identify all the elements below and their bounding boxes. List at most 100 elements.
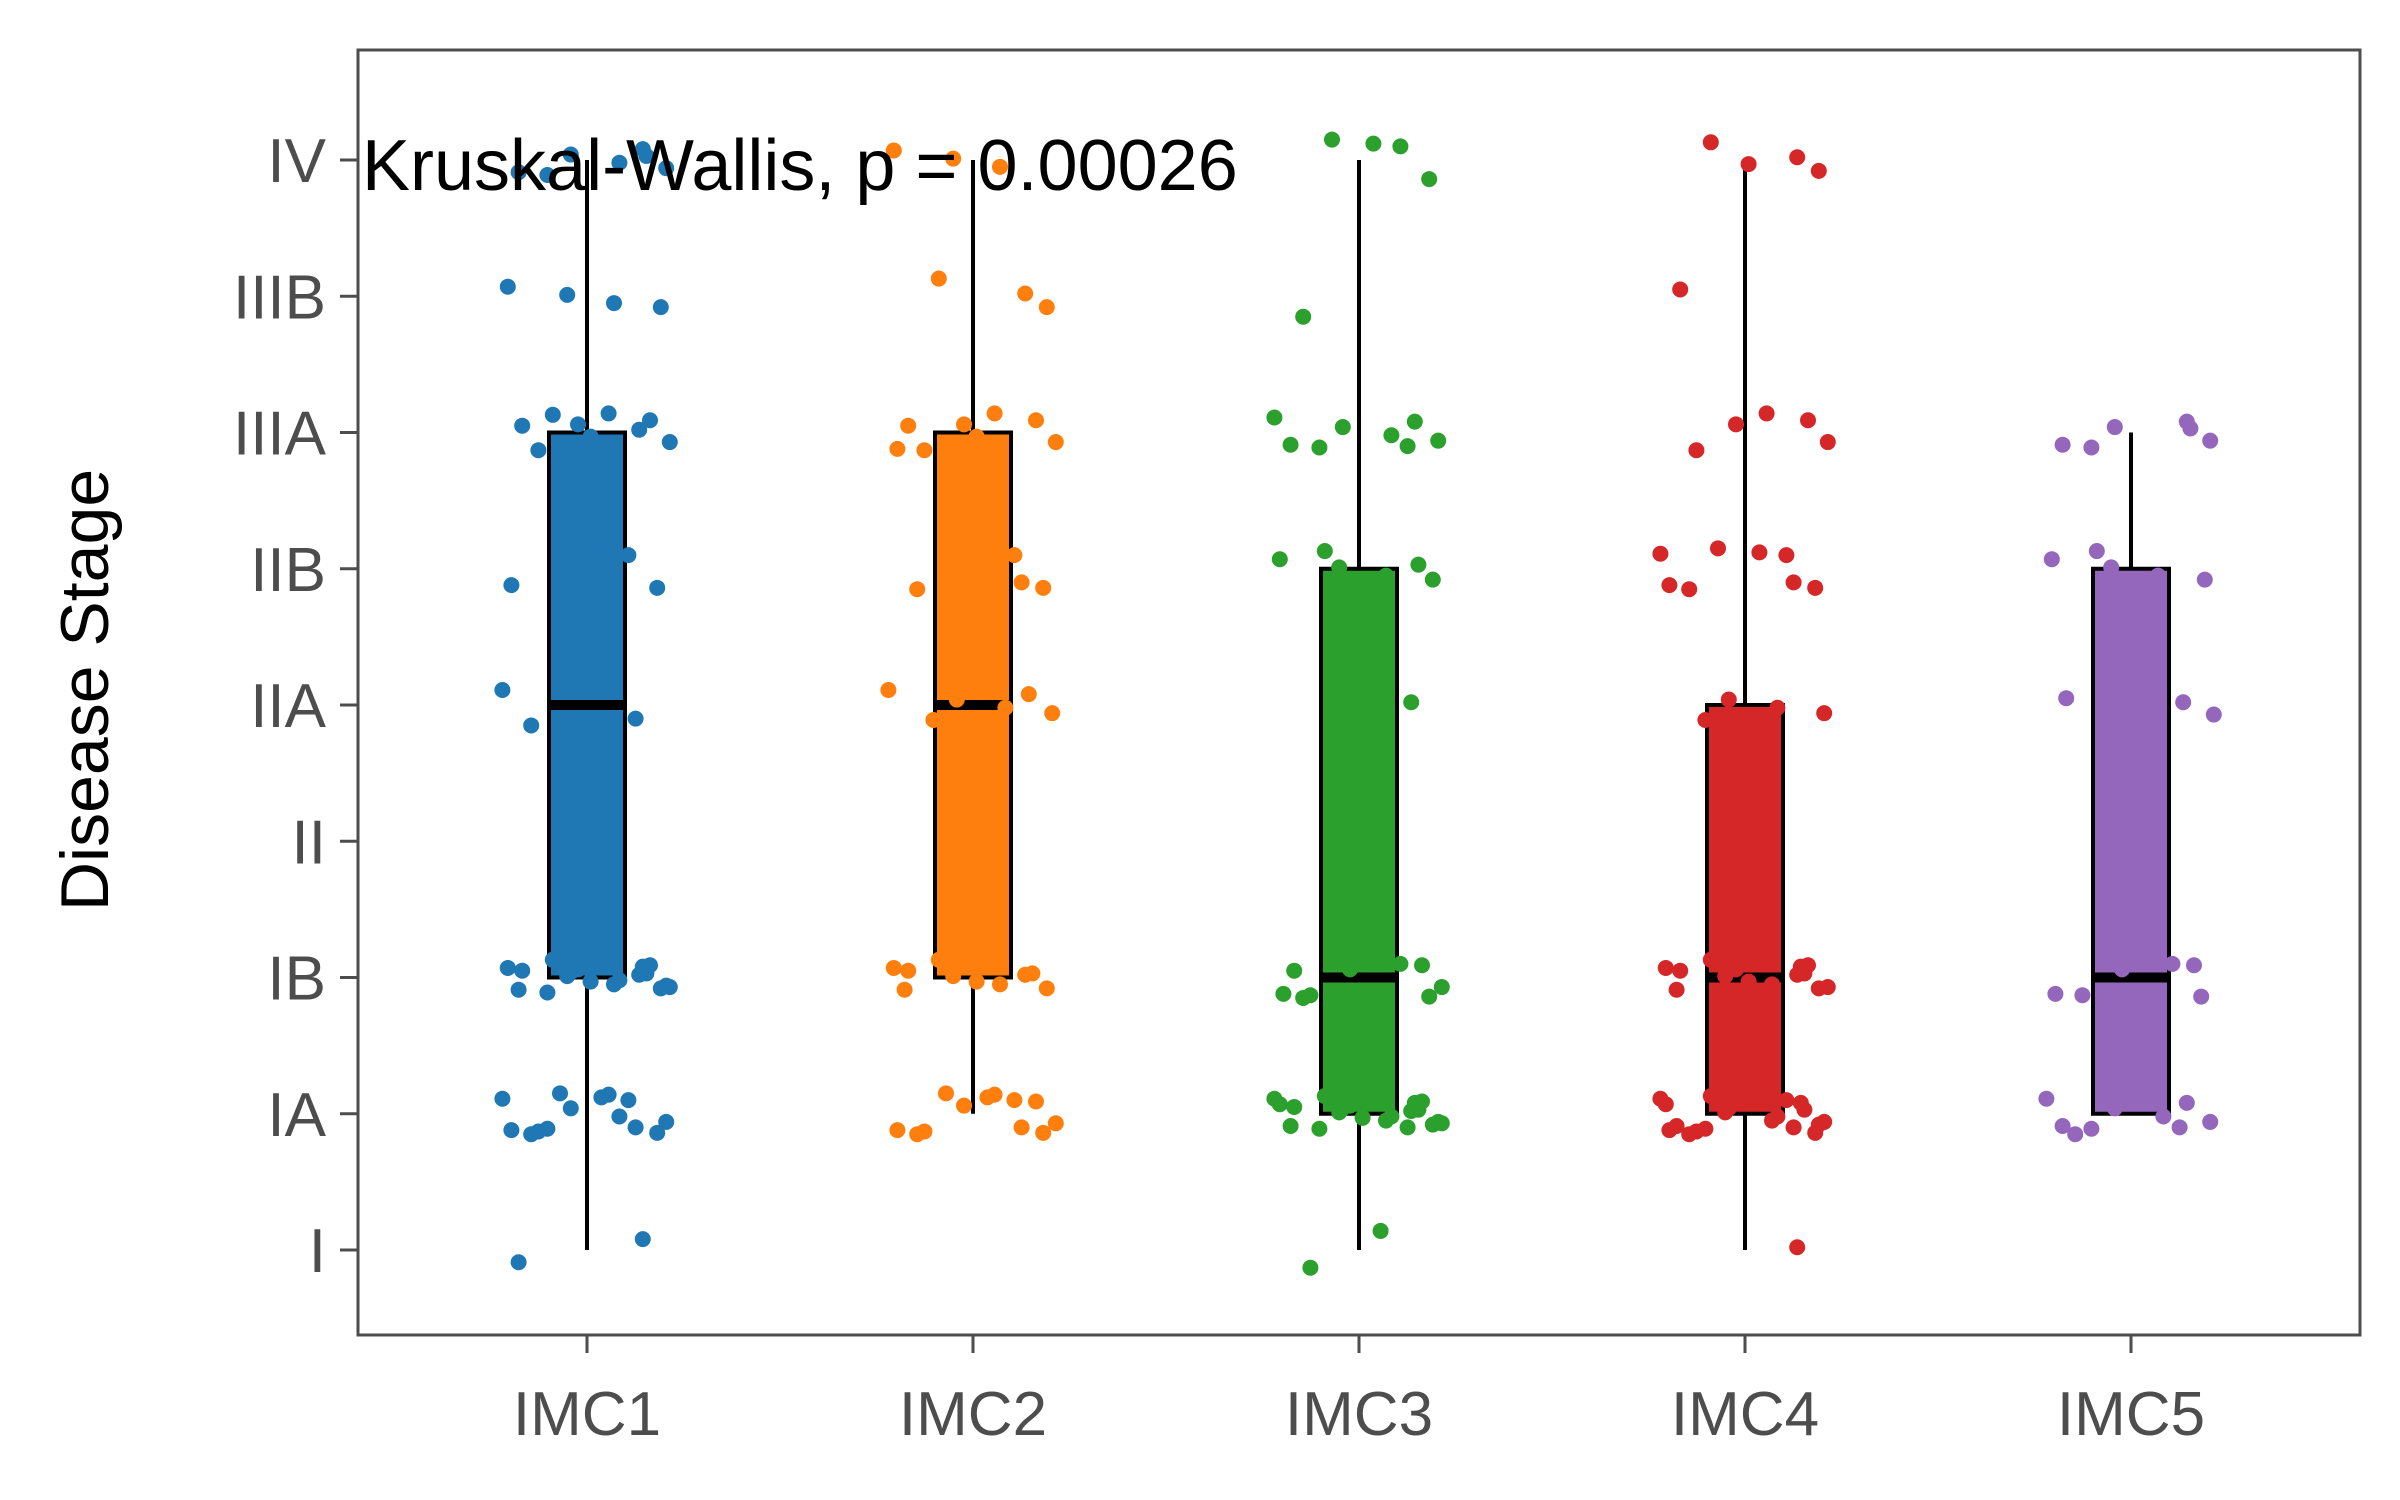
data-point xyxy=(889,1122,906,1139)
data-point xyxy=(2074,987,2091,1004)
y-tick-label: IIA xyxy=(250,672,326,741)
data-point xyxy=(1661,577,1678,594)
data-point xyxy=(1038,299,1055,316)
data-point xyxy=(2202,1113,2219,1130)
data-point xyxy=(1324,131,1340,148)
data-point xyxy=(510,164,527,181)
data-point xyxy=(2144,950,2161,967)
data-point xyxy=(968,428,985,445)
data-point xyxy=(1035,1124,1052,1141)
data-point xyxy=(986,1086,1003,1103)
box-group-imc4 xyxy=(1652,134,1836,1256)
plot-area xyxy=(494,131,2222,1276)
data-point xyxy=(1778,1092,1795,1109)
y-tick-label: I xyxy=(309,1217,326,1286)
y-tick-label: IIIA xyxy=(233,400,327,469)
data-point xyxy=(1006,547,1023,564)
data-point xyxy=(661,434,678,451)
x-tick-label: IMC3 xyxy=(1285,1380,1433,1449)
x-tick-label: IMC1 xyxy=(513,1380,661,1449)
data-point xyxy=(1717,968,1734,985)
data-point xyxy=(1710,540,1726,557)
data-point xyxy=(649,1124,666,1141)
data-point xyxy=(2047,985,2064,1002)
data-point xyxy=(1720,691,1737,708)
data-point xyxy=(1414,957,1430,974)
data-point xyxy=(1372,1222,1389,1239)
data-point xyxy=(562,1100,579,1117)
data-point xyxy=(1410,556,1427,573)
data-point xyxy=(1295,308,1312,325)
data-point xyxy=(1399,1119,1416,1136)
data-point xyxy=(900,962,917,979)
data-point xyxy=(2096,949,2112,966)
y-axis-title: Disease Stage xyxy=(47,469,123,911)
data-point xyxy=(658,160,675,177)
data-point xyxy=(1392,955,1409,972)
data-point xyxy=(499,278,516,295)
data-point xyxy=(510,1254,527,1271)
data-point xyxy=(2083,1120,2100,1137)
data-point xyxy=(620,547,637,564)
data-point xyxy=(652,299,669,316)
data-point xyxy=(1024,965,1041,982)
data-point xyxy=(900,417,917,434)
data-point xyxy=(1406,413,1423,430)
box xyxy=(1319,566,1399,1116)
data-point xyxy=(1286,962,1303,979)
data-point xyxy=(1403,694,1420,711)
data-point xyxy=(2205,706,2222,723)
data-point xyxy=(1282,436,1299,453)
data-point xyxy=(1266,409,1283,426)
data-point xyxy=(992,976,1008,993)
data-point xyxy=(627,1119,644,1136)
data-point xyxy=(1334,1100,1351,1117)
data-point xyxy=(968,973,985,990)
data-point xyxy=(2083,439,2100,456)
data-point xyxy=(559,286,576,303)
data-point xyxy=(1807,1124,1824,1141)
data-point xyxy=(1282,1118,1299,1135)
data-point xyxy=(1047,434,1064,451)
data-point xyxy=(1789,149,1806,166)
data-point xyxy=(1421,171,1438,188)
box-group-imc3 xyxy=(1266,131,1450,1276)
data-point xyxy=(530,1123,547,1140)
data-point xyxy=(642,412,658,429)
data-point xyxy=(1720,1100,1737,1117)
box-group-imc5 xyxy=(2038,413,2222,1143)
data-point xyxy=(986,405,1003,422)
data-point xyxy=(930,270,947,287)
data-point xyxy=(1013,574,1030,591)
data-point xyxy=(552,540,568,557)
data-point xyxy=(570,416,586,433)
data-point xyxy=(992,158,1008,175)
data-point xyxy=(530,442,547,459)
data-point xyxy=(1038,980,1055,997)
data-point xyxy=(2171,1119,2188,1136)
data-point xyxy=(2186,957,2202,974)
data-point xyxy=(1816,705,1833,722)
data-point xyxy=(1406,1094,1423,1111)
data-point xyxy=(1778,547,1795,564)
data-point xyxy=(1430,432,1447,449)
data-point xyxy=(1334,419,1351,436)
data-point xyxy=(925,711,942,728)
data-point xyxy=(2175,694,2192,711)
x-tick-label: IMC5 xyxy=(2057,1380,2205,1449)
data-point xyxy=(2088,543,2105,560)
data-point xyxy=(2178,413,2195,430)
data-point xyxy=(2164,955,2181,972)
data-point xyxy=(1354,701,1371,718)
x-tick-label: IMC4 xyxy=(1671,1380,1819,1449)
y-tick-label: II xyxy=(292,808,326,877)
data-point xyxy=(494,682,511,699)
data-point xyxy=(1764,976,1780,993)
data-point xyxy=(2106,419,2123,436)
data-point xyxy=(539,166,556,183)
data-point xyxy=(1810,162,1827,179)
data-point xyxy=(1302,1259,1319,1276)
data-point xyxy=(1311,439,1328,456)
data-point xyxy=(1044,705,1061,722)
